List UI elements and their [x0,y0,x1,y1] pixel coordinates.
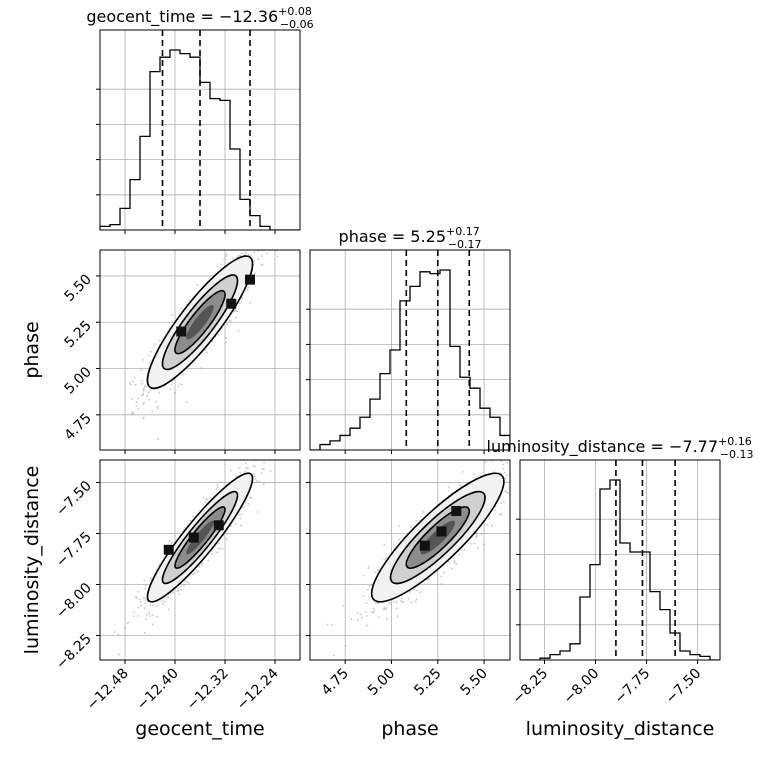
contour-level-3 [186,520,214,555]
title-geocent_time: geocent_time = −12.36+0.08 −0.06 [86,5,313,31]
density-geocent_time-phase [129,250,279,440]
density-panel-geocent_time-phase [99,249,301,451]
contour-level-3 [186,304,214,340]
panel-frame [99,29,301,231]
y-tick-label-luminosity_distance-1: −8.00 [53,580,95,622]
x-tick-label-phase-3: 5.50 [458,666,491,699]
x-tick-label-geocent_time-2: −12.32 [184,666,232,714]
axis-labels: geocent_time phase luminosity_distancephas… [21,321,714,740]
title-luminosity_distance: luminosity_distance = −7.77+0.16 −0.13 [487,435,754,461]
y-tick-label-luminosity_distance-0: −8.25 [53,631,95,673]
y-tick-label-phase-3: 5.50 [61,271,94,304]
panel-frame [309,249,511,451]
x-tick-label-geocent_time-3: −12.24 [234,665,282,713]
density-peak-2 [451,506,462,517]
histogram-panel-phase: phase = 5.25+0.17 −0.17 [306,225,511,451]
y-axis-label-luminosity_distance: luminosity_distance [21,466,43,655]
x-tick-label-luminosity_distance-3: −7.50 [663,666,705,708]
x-axis-label-phase: phase [381,718,438,740]
density-peak-2 [213,520,224,531]
histogram-luminosity_distance [520,479,720,660]
y-tick-label-luminosity_distance-3: −7.50 [53,478,95,520]
histogram-panel-luminosity_distance: luminosity_distance = −7.77+0.16 −0.13 [487,435,754,661]
x-axis-label-luminosity_distance: luminosity_distance [526,718,715,740]
density-geocent_time-luminosity_distance [114,460,272,656]
y-tick-label-phase-1: 5.00 [61,364,94,397]
histogram-panel-geocent_time: geocent_time = −12.36+0.08 −0.06 [86,5,314,231]
histogram-phase [310,269,510,450]
x-tick-label-luminosity_distance-2: −7.75 [612,666,654,708]
density-phase-luminosity_distance [326,460,509,657]
x-tick-label-luminosity_distance-0: −8.25 [510,666,552,708]
y-tick-label-phase-2: 5.25 [61,318,94,351]
x-tick-label-luminosity_distance-1: −8.00 [561,666,603,708]
density-peak-0 [419,540,430,551]
x-tick-label-geocent_time-0: −12.48 [84,666,132,714]
density-peak-1 [188,532,199,543]
density-peak-2 [245,274,255,285]
panel-frame [99,459,301,661]
density-panel-phase-luminosity_distance [309,459,511,661]
x-tick-label-phase-1: 5.00 [365,666,398,699]
y-tick-label-phase-0: 4.75 [61,410,94,443]
histogram-geocent_time [100,49,300,230]
y-axis-label-phase: phase [21,321,43,378]
y-tick-label-luminosity_distance-2: −7.75 [53,529,95,571]
density-peak-0 [176,326,187,337]
axes-layer: geocent_time = −12.36+0.08 −0.06 phase = 5… [86,5,754,661]
density-peak-1 [226,298,237,309]
density-peak-0 [163,544,174,555]
x-axis-label-geocent_time: geocent_time [135,718,264,740]
x-tick-label-phase-2: 5.25 [411,666,444,699]
x-tick-label-phase-0: 4.75 [319,666,352,699]
panel-frame [309,459,511,661]
ticks-layer: −12.48 −12.40 −12.32 −12.24 4.75 5.00 5.25 5.50… [53,230,704,713]
panel-frame [99,249,301,451]
panel-frame [519,459,721,661]
density-panel-geocent_time-luminosity_distance [99,459,301,661]
title-phase: phase = 5.25+0.17 −0.17 [339,225,482,251]
density-peak-1 [436,526,447,537]
x-tick-label-geocent_time-1: −12.40 [134,666,182,714]
